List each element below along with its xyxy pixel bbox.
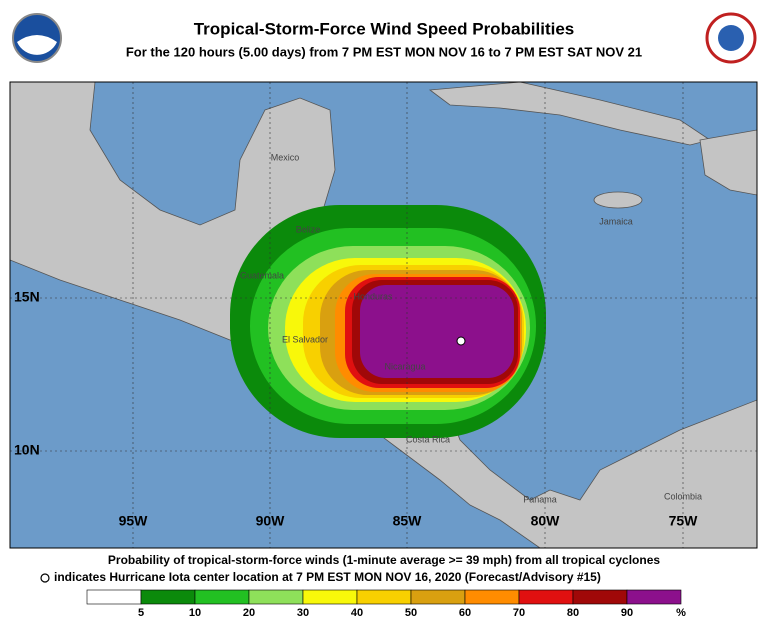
legend-swatch xyxy=(518,589,574,605)
legend-swatch xyxy=(302,589,358,605)
legend-threshold: 40 xyxy=(351,607,363,619)
nws-logo-center xyxy=(718,25,744,51)
longitude-label: 85W xyxy=(393,513,423,529)
legend-threshold: 10 xyxy=(189,607,201,619)
place-label: Jamaica xyxy=(599,216,633,226)
latitude-label: 15N xyxy=(14,289,40,305)
legend-threshold: 20 xyxy=(243,607,255,619)
place-label: Mexico xyxy=(271,152,300,162)
place-label: Nicaragua xyxy=(384,361,425,371)
longitude-label: 95W xyxy=(119,513,149,529)
legend-threshold: 60 xyxy=(459,607,471,619)
hispaniola xyxy=(699,129,757,196)
legend-swatch xyxy=(248,589,304,605)
legend-swatch xyxy=(410,589,466,605)
legend-threshold: 80 xyxy=(567,607,579,619)
legend-swatch xyxy=(626,589,682,605)
place-label: El Salvador xyxy=(282,334,328,344)
legend-swatch xyxy=(464,589,520,605)
legend-unit: % xyxy=(676,607,686,619)
legend-threshold: 70 xyxy=(513,607,525,619)
jamaica xyxy=(593,191,643,209)
place-label: Belize xyxy=(296,224,321,234)
longitude-label: 80W xyxy=(531,513,561,529)
place-label: Colombia xyxy=(664,491,702,501)
longitude-label: 75W xyxy=(669,513,699,529)
place-label: Costa Rica xyxy=(406,434,450,444)
legend-threshold: 30 xyxy=(297,607,309,619)
footer-line1: Probability of tropical-storm-force wind… xyxy=(108,553,660,567)
legend-threshold: 90 xyxy=(621,607,633,619)
legend-swatch xyxy=(86,589,142,605)
cuba xyxy=(428,82,711,146)
storm-center-key xyxy=(40,573,50,583)
noaa-logo-wave xyxy=(17,35,57,55)
longitude-label: 90W xyxy=(256,513,286,529)
title: Tropical-Storm-Force Wind Speed Probabil… xyxy=(194,19,575,38)
map: 95W 90W 85W 80W 75W 15N 10N Mexico Belize Guatema… xyxy=(10,82,757,548)
subtitle: For the 120 hours (5.00 days) from 7 PM … xyxy=(126,44,642,59)
map-frame xyxy=(9,81,758,549)
place-label: Guatemala xyxy=(240,270,284,280)
footer-line2: indicates Hurricane Iota center location… xyxy=(54,570,601,584)
latitude-label: 10N xyxy=(14,442,40,458)
place-label: Honduras xyxy=(353,291,393,301)
legend-swatch xyxy=(356,589,412,605)
legend-swatch xyxy=(140,589,196,605)
legend-swatch xyxy=(572,589,628,605)
storm-center xyxy=(456,336,466,346)
legend-threshold: 50 xyxy=(405,607,417,619)
legend-swatch xyxy=(194,589,250,605)
probability-contour xyxy=(360,285,514,378)
place-label: Panama xyxy=(523,494,557,504)
legend-threshold: 5 xyxy=(138,607,144,619)
